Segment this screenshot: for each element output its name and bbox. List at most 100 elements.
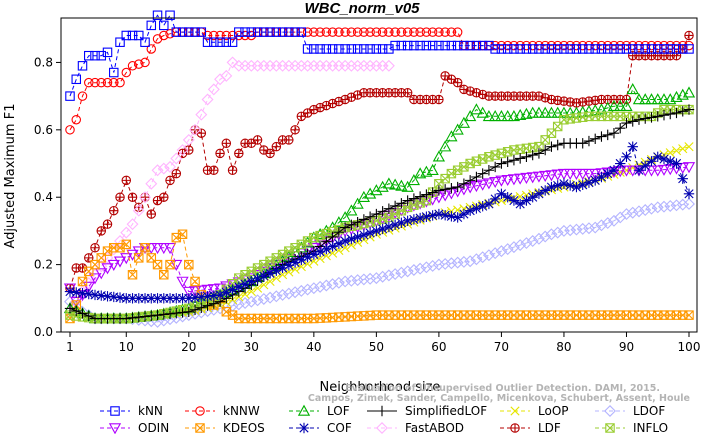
data-point: [152, 293, 163, 304]
data-point: [346, 27, 357, 37]
series-line: [69, 233, 689, 319]
data-point: [489, 193, 501, 205]
data-point: [446, 27, 457, 37]
data-point: [340, 243, 350, 253]
data-point: [109, 67, 119, 78]
data-point: [402, 40, 413, 51]
legend-item-lof: LOF: [289, 404, 350, 418]
data-point: [328, 248, 338, 258]
data-point: [302, 251, 313, 263]
data-point: [408, 214, 420, 225]
data-point: [190, 27, 200, 37]
data-point: [339, 222, 351, 233]
data-point: [601, 217, 614, 230]
data-point: [165, 175, 175, 186]
data-point: [233, 281, 245, 293]
data-point: [201, 93, 214, 106]
data-point: [271, 253, 282, 263]
data-point: [95, 268, 108, 280]
data-point: [583, 177, 595, 188]
data-point: [302, 236, 313, 246]
data-point: [446, 40, 457, 51]
data-point: [533, 148, 545, 159]
data-point: [471, 156, 482, 167]
data-point: [602, 44, 613, 54]
data-point: [584, 96, 594, 106]
data-point: [207, 83, 220, 96]
data-point: [189, 292, 201, 303]
data-point: [189, 123, 202, 136]
data-point: [507, 174, 521, 186]
data-point: [82, 281, 95, 293]
data-point: [596, 171, 607, 183]
data-point: [396, 205, 407, 216]
data-point: [452, 212, 463, 223]
data-point: [684, 142, 694, 152]
data-point: [658, 200, 670, 213]
data-point: [146, 209, 157, 219]
data-point: [652, 44, 663, 54]
data-point: [651, 165, 664, 177]
data-point: [507, 241, 520, 254]
data-point: [295, 284, 308, 297]
data-point: [615, 44, 625, 54]
data-point: [151, 243, 164, 255]
data-point: [633, 114, 645, 125]
data-point: [532, 232, 545, 245]
legend-marker: [297, 404, 311, 416]
data-point: [165, 259, 175, 270]
data-point: [546, 141, 557, 152]
data-point: [159, 269, 169, 280]
data-point: [539, 144, 551, 156]
data-point: [434, 178, 444, 189]
series-cof: [64, 141, 695, 304]
data-point: [458, 178, 470, 189]
data-point: [545, 170, 558, 182]
data-point: [440, 173, 450, 184]
data-point: [152, 259, 163, 270]
data-point: [626, 206, 639, 219]
data-point: [514, 239, 527, 252]
data-point: [314, 246, 326, 258]
data-point: [265, 276, 275, 287]
data-point: [164, 293, 176, 304]
data-point: [376, 270, 389, 283]
data-point: [509, 44, 519, 54]
data-point: [445, 257, 458, 270]
data-point: [340, 44, 350, 54]
y-axis-label: Adjusted Maximum F1: [3, 104, 18, 249]
data-point: [202, 300, 213, 311]
data-point: [684, 310, 694, 320]
legend-label: kNN: [138, 404, 163, 418]
data-point: [401, 265, 414, 278]
data-point: [259, 27, 269, 37]
data-point: [252, 27, 263, 37]
data-point: [270, 290, 283, 303]
data-point: [83, 288, 94, 300]
data-point: [501, 174, 514, 187]
data-point: [363, 187, 377, 199]
legend-label: FastABOD: [405, 421, 464, 434]
data-point: [609, 44, 619, 54]
data-point: [102, 291, 113, 302]
data-point: [545, 106, 558, 118]
data-point: [496, 44, 507, 54]
data-point: [239, 297, 252, 309]
x-tick-label: 1: [66, 340, 74, 354]
data-point: [109, 77, 119, 88]
data-point: [371, 225, 382, 237]
data-point: [390, 209, 400, 219]
data-point: [140, 243, 150, 253]
data-point: [501, 243, 514, 256]
data-point: [158, 309, 169, 320]
data-point: [209, 165, 219, 176]
data-point: [127, 293, 138, 304]
data-point: [671, 146, 682, 156]
data-point: [665, 108, 676, 120]
data-point: [140, 57, 150, 68]
data-point: [427, 27, 438, 37]
data-point: [501, 110, 514, 122]
data-point: [146, 310, 157, 322]
data-point: [64, 286, 76, 297]
series-line: [69, 61, 389, 313]
